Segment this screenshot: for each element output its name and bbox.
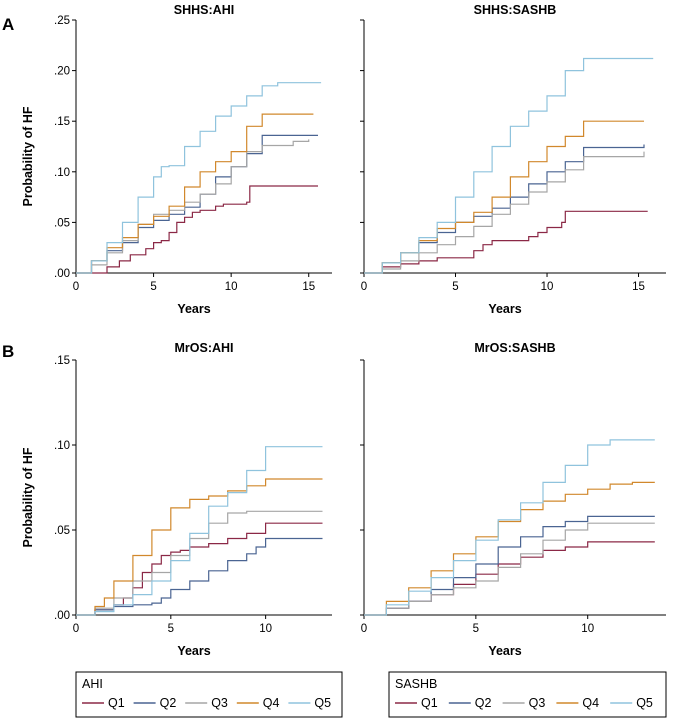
- x-tick-label: 10: [259, 623, 272, 635]
- x-axis-label: Years: [488, 644, 521, 658]
- series-line-q5: [76, 446, 323, 616]
- legend-label-q1: Q1: [421, 696, 438, 710]
- legend-label-q4: Q4: [582, 696, 599, 710]
- x-axis-label: Years: [177, 644, 210, 658]
- y-axis-label: Probability of HF: [21, 447, 35, 547]
- y-axis-label: Probability of HF: [21, 106, 35, 206]
- y-tick-label: .10: [54, 440, 70, 452]
- row-letter-a: A: [2, 15, 14, 34]
- x-tick-label: 5: [473, 623, 479, 635]
- y-tick-label: .00: [54, 268, 70, 280]
- legend-label-q4: Q4: [263, 696, 280, 710]
- x-tick-label: 5: [150, 281, 156, 293]
- series-line-q1: [76, 185, 318, 274]
- legend-label-q2: Q2: [160, 696, 177, 710]
- legend-label-q5: Q5: [636, 696, 653, 710]
- y-tick-label: .05: [54, 217, 70, 229]
- x-tick-label: 0: [73, 623, 79, 635]
- x-tick-label: 5: [168, 623, 174, 635]
- y-tick-label: .00: [54, 610, 70, 622]
- y-tick-label: .10: [54, 167, 70, 179]
- series-line-q2: [364, 515, 655, 616]
- legend-2: SASHB Q1 Q2 Q3 Q4 Q5: [388, 671, 667, 718]
- y-tick-label: .15: [54, 116, 70, 128]
- series-line-q4: [364, 120, 644, 274]
- y-tick-label: .05: [54, 525, 70, 537]
- series-line-q1: [364, 541, 655, 616]
- legends: AHI Q1 Q2 Q3 Q4 Q5 SASHB Q1 Q2 Q3 Q4 Q5: [75, 671, 667, 718]
- legend-title: AHI: [82, 677, 103, 691]
- legend-label-q3: Q3: [211, 696, 228, 710]
- chart-panel-2: SHHS:SASHB 0 5 10 15 Years: [360, 3, 666, 316]
- x-tick-label: 10: [581, 623, 594, 635]
- legend-label-q1: Q1: [108, 696, 125, 710]
- legend-1: AHI Q1 Q2 Q3 Q4 Q5: [75, 671, 343, 718]
- chart-panel-3: MrOS:AHI .00 .05 .10 .15 0 5 10 Years Probability…: [21, 341, 332, 658]
- chart-panel-4: MrOS:SASHB 0 5 10 Years: [360, 341, 666, 658]
- series-line-q3: [76, 510, 323, 616]
- chart-title: MrOS:AHI: [174, 341, 233, 355]
- chart-title: SHHS:AHI: [174, 3, 234, 17]
- legend-label-q2: Q2: [475, 696, 492, 710]
- chart-panel-1: SHHS:AHI .00 .05 .10 .15 .20 .25 0 5 10 15 Years Pro…: [21, 3, 332, 316]
- series-line-q5: [364, 439, 655, 616]
- series-line-q3: [76, 139, 310, 274]
- series-line-q3: [364, 151, 645, 274]
- x-tick-label: 15: [632, 281, 645, 293]
- x-axis-label: Years: [488, 302, 521, 316]
- chart-panels: SHHS:AHI .00 .05 .10 .15 .20 .25 0 5 10 15 Years Pro…: [21, 3, 666, 658]
- legend-frame: [388, 671, 667, 718]
- x-tick-label: 10: [541, 281, 554, 293]
- series-line-q5: [76, 82, 322, 274]
- series-line-q1: [364, 210, 648, 274]
- x-tick-label: 5: [452, 281, 458, 293]
- chart-title: MrOS:SASHB: [474, 341, 555, 355]
- chart-title: SHHS:SASHB: [474, 3, 557, 17]
- series-line-q4: [364, 481, 655, 616]
- series-line-q2: [364, 144, 645, 274]
- y-tick-label: .20: [54, 66, 70, 78]
- x-axis-label: Years: [177, 302, 210, 316]
- series-line-q4: [76, 113, 314, 274]
- y-tick-label: .25: [54, 15, 70, 27]
- x-tick-label: 0: [73, 281, 79, 293]
- legend-title: SASHB: [395, 677, 437, 691]
- x-tick-label: 0: [361, 623, 367, 635]
- series-line-q1: [76, 522, 323, 616]
- y-tick-label: .15: [54, 355, 70, 367]
- x-tick-label: 15: [302, 281, 315, 293]
- legend-frame: [75, 671, 343, 718]
- series-line-q2: [76, 537, 323, 616]
- x-tick-label: 0: [361, 281, 367, 293]
- legend-label-q3: Q3: [529, 696, 546, 710]
- row-letter-b: B: [2, 342, 14, 361]
- legend-label-q5: Q5: [314, 696, 331, 710]
- series-line-q5: [364, 57, 654, 274]
- x-tick-label: 10: [225, 281, 238, 293]
